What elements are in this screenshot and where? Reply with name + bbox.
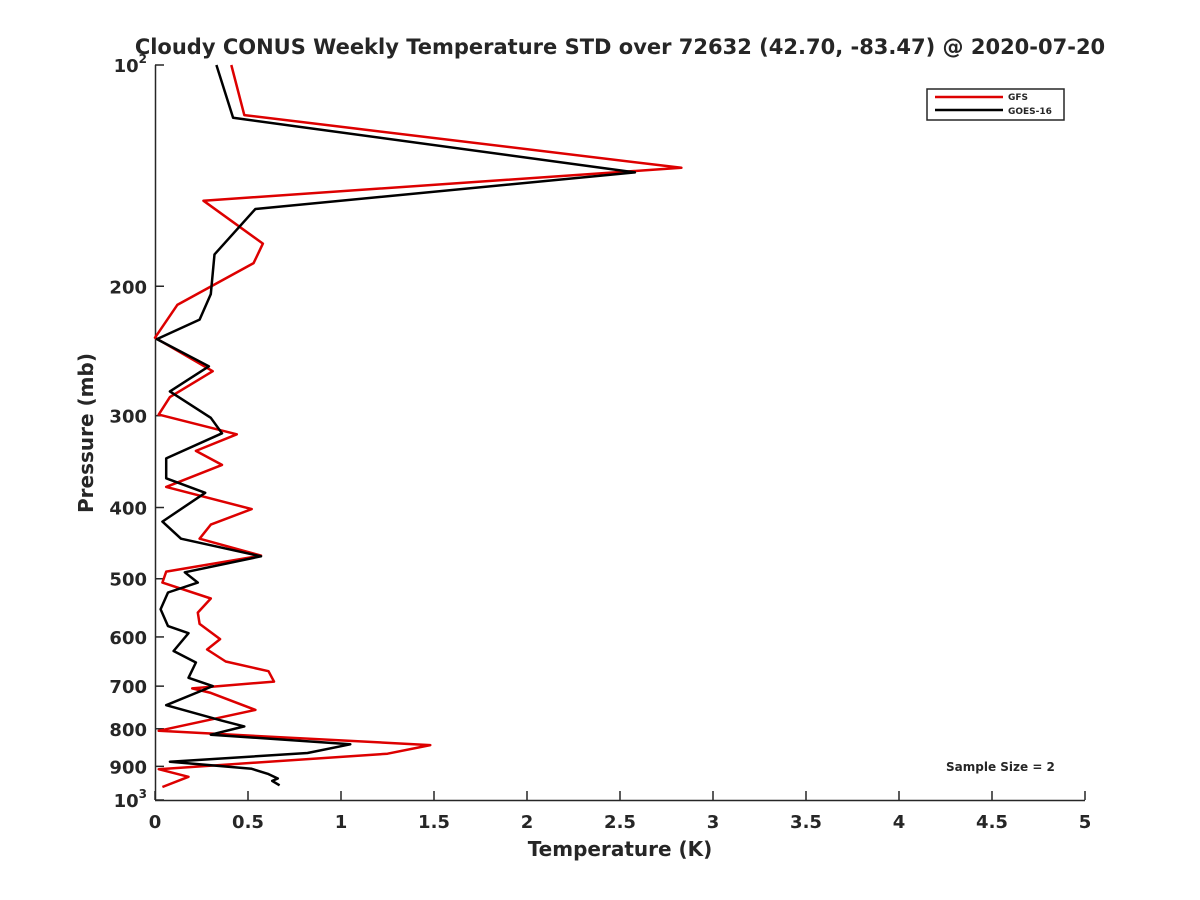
x-tick-label: 2 xyxy=(521,812,534,833)
legend-label-gfs: GFS xyxy=(1008,93,1028,103)
y-tick-exponent: 3 xyxy=(139,787,147,801)
x-tick-label: 4.5 xyxy=(976,812,1008,833)
legend: GFS GOES-16 xyxy=(926,88,1065,121)
y-tick-label: 900 xyxy=(109,757,147,778)
y-tick-base: 10 xyxy=(114,56,139,77)
x-tick-label: 5 xyxy=(1079,812,1092,833)
y-tick-label: 400 xyxy=(109,499,147,520)
y-tick-label-power: 102 xyxy=(114,52,147,77)
y-tick-label: 800 xyxy=(109,720,147,741)
y-tick-exponent: 2 xyxy=(139,52,147,66)
y-tick-label: 600 xyxy=(109,628,147,649)
legend-label-goes16: GOES-16 xyxy=(1008,107,1052,117)
y-axis-label: Pressure (mb) xyxy=(74,353,98,513)
x-tick-label: 0.5 xyxy=(232,812,264,833)
series-line-gfs xyxy=(153,64,683,789)
chart-title: Cloudy CONUS Weekly Temperature STD over… xyxy=(135,35,1105,59)
x-tick-label: 3.5 xyxy=(790,812,822,833)
legend-box xyxy=(926,88,1065,121)
x-ticks: 0 0.5 1 1.5 2 2.5 3 3.5 4 4.5 5 xyxy=(149,791,1092,833)
series-line-goes16 xyxy=(155,64,637,787)
x-tick-label: 2.5 xyxy=(604,812,636,833)
x-tick-label: 4 xyxy=(893,812,906,833)
y-tick-label: 300 xyxy=(109,407,147,428)
x-tick-label: 1 xyxy=(335,812,348,833)
series-lines xyxy=(153,64,683,789)
x-tick-label: 0 xyxy=(149,812,162,833)
y-tick-label: 500 xyxy=(109,570,147,591)
sample-size-annotation: Sample Size = 2 xyxy=(946,760,1055,774)
x-tick-label: 1.5 xyxy=(418,812,450,833)
y-tick-label-power: 103 xyxy=(114,787,147,812)
x-tick-label: 3 xyxy=(707,812,720,833)
y-tick-base: 10 xyxy=(114,791,139,812)
x-axis-label: Temperature (K) xyxy=(528,837,713,861)
y-tick-label: 700 xyxy=(109,677,147,698)
y-tick-label: 200 xyxy=(109,277,147,298)
